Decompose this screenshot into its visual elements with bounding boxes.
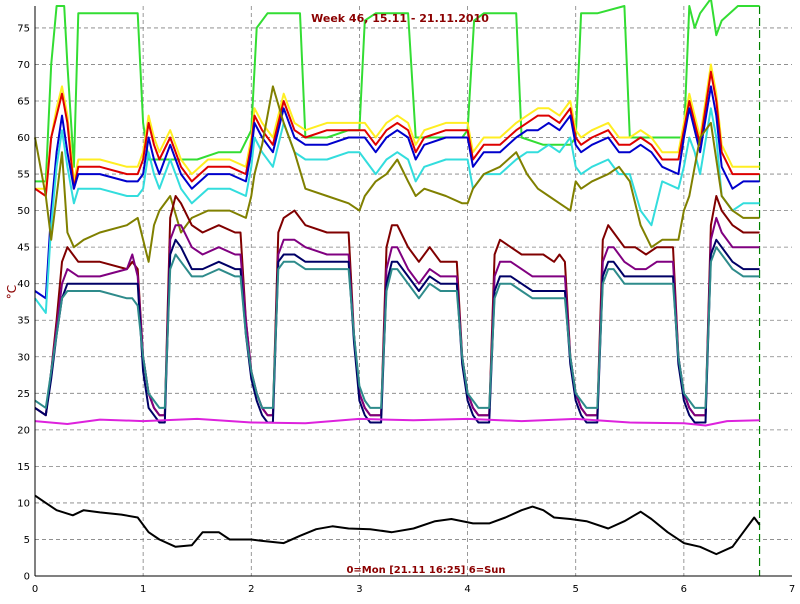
x-tick-label: 5 [573,584,579,595]
y-tick-label: 30 [17,352,30,363]
series-line-2 [35,63,760,190]
y-tick-label: 55 [17,170,30,181]
y-tick-label: 70 [17,60,30,71]
series-line-6 [34,85,760,263]
y-tick-label: 65 [17,97,30,108]
y-tick-label: 60 [17,133,30,144]
y-tick-label: 20 [17,425,30,436]
series-line-10 [34,246,760,409]
y-tick-label: 35 [17,316,30,327]
y-axis-label: °C [5,285,19,299]
y-tick-label: 25 [17,389,30,400]
y-tick-label: 45 [17,243,30,254]
y-tick-label: 15 [17,462,30,473]
x-tick-label: 2 [248,584,254,595]
x-tick-label: 4 [464,584,470,595]
x-tick-label: 1 [140,584,146,595]
chart-title: Week 46, 15.11 - 21.11.2010 [311,12,489,25]
y-tick-label: 5 [24,535,30,546]
y-tick-label: 75 [17,23,30,34]
x-tick-label: 0 [32,584,38,595]
x-tick-label: 3 [356,584,362,595]
series-line-1 [35,0,760,183]
series-line-12 [34,494,761,556]
series-line-4 [34,85,760,300]
series-line-11 [34,417,760,427]
y-tick-label: 10 [17,498,30,509]
y-tick-label: 0 [24,572,30,583]
series-line-3 [34,70,760,197]
chart-footer: 0=Mon [21.11 16:25] 6=Sun [346,565,505,576]
series-line-5 [34,107,760,314]
y-tick-label: 40 [17,279,30,290]
x-tick-label: 7 [789,584,795,595]
series-group [34,0,761,576]
y-tick-label: 50 [17,206,30,217]
x-tick-label: 6 [681,584,687,595]
